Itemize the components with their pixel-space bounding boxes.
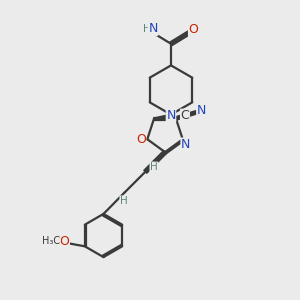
Text: N: N [181,138,190,151]
Text: N: N [197,104,206,117]
Text: H: H [150,162,158,172]
Text: N: N [148,22,158,35]
Text: H: H [143,24,151,34]
Text: H₃C: H₃C [42,236,60,246]
Text: O: O [59,235,69,248]
Text: N: N [166,109,176,122]
Text: C: C [181,109,189,122]
Text: O: O [136,133,146,146]
Text: H: H [120,196,128,206]
Text: O: O [189,23,198,37]
